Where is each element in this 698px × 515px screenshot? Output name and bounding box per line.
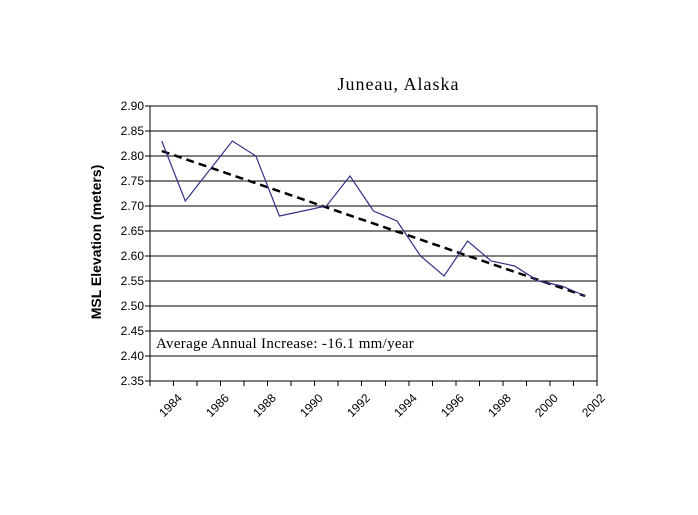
observed-series-line	[161, 140, 586, 297]
trend-annotation: Average Annual Increase: -16.1 mm/year	[156, 336, 415, 352]
y-tick-label: 2.80	[120, 149, 144, 163]
y-tick-label: 2.90	[120, 99, 144, 113]
y-tick-label: 2.75	[120, 174, 144, 188]
axis-ticks	[145, 105, 598, 386]
y-tick-label: 2.45	[120, 324, 144, 338]
y-tick-label: 2.60	[120, 249, 144, 263]
y-tick-label: 2.70	[120, 199, 144, 213]
chart-title: Juneau, Alaska	[337, 74, 460, 94]
y-tick-label: 2.65	[120, 224, 144, 238]
y-tick-label: 2.85	[120, 124, 144, 138]
plot-border	[149, 105, 598, 382]
trend-line	[161, 149, 586, 298]
y-tick-label: 2.40	[120, 349, 144, 363]
y-tick-label: 2.55	[120, 274, 144, 288]
y-tick-label: 2.35	[120, 374, 144, 388]
y-tick-label: 2.50	[120, 299, 144, 313]
